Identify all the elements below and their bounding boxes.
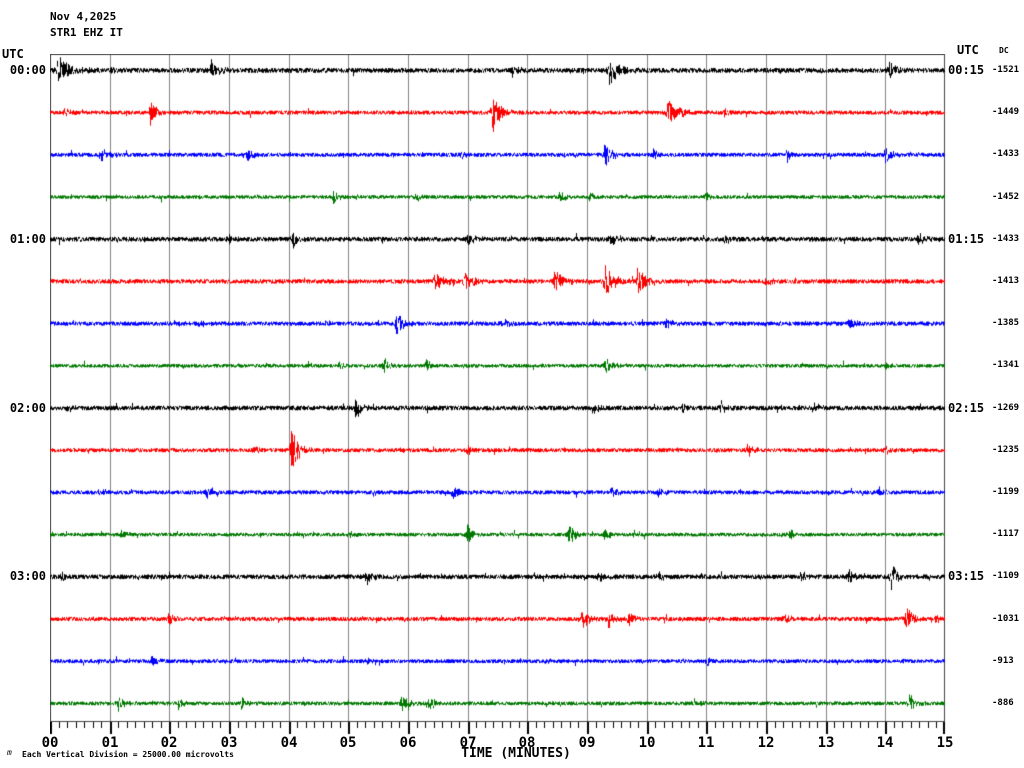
page-title-date: Nov 4,2025 [50,10,117,23]
x-tick-label: 13 [817,735,835,751]
dc-value: -1031 [992,614,1020,624]
page-title-station: STR1 EHZ IT [50,26,123,39]
hour-label-left: 03:00 [9,569,46,583]
x-tick-label: 11 [697,735,715,751]
dc-value: -1452 [992,192,1020,202]
x-axis-title: TIME (MINUTES) [461,746,571,761]
dc-value: -1433 [992,234,1020,244]
hour-label-right: 00:15 [948,63,985,77]
x-tick-label: 15 [936,735,954,751]
dc-value: -1117 [992,529,1020,539]
x-tick-label: 12 [757,735,775,751]
dc-value: -1235 [992,445,1020,455]
dc-value: -1269 [992,403,1020,413]
hour-label-left: 02:00 [9,401,46,415]
dc-value: -1385 [992,318,1020,328]
utc-header-left: UTC [2,47,24,61]
x-tick-label: 06 [399,735,417,751]
watermark-mark: m [7,748,12,757]
scale-note: Each Vertical Division = 25000.00 microv… [22,750,234,759]
hour-label-right: 03:15 [948,569,985,583]
x-tick-label: 03 [220,735,238,751]
dc-value: -1449 [992,107,1020,117]
dc-value: -1413 [992,276,1020,286]
dc-value: -1109 [992,571,1020,581]
x-tick-label: 05 [339,735,357,751]
hour-label-right: 02:15 [948,401,985,415]
dc-value: -913 [992,656,1014,666]
dc-value: -1199 [992,487,1020,497]
seismogram-plot-canvas [50,54,946,750]
x-tick-label: 04 [280,735,298,751]
x-tick-label: 01 [101,735,119,751]
dc-header: DC [999,46,1009,55]
x-tick-label: 08 [518,735,536,751]
x-tick-label: 00 [41,735,59,751]
dc-value: -1433 [992,149,1020,159]
x-tick-label: 10 [638,735,656,751]
x-tick-label: 07 [459,735,477,751]
x-tick-label: 02 [160,735,178,751]
dc-value: -886 [992,698,1014,708]
utc-header-right: UTC [957,43,979,57]
hour-label-left: 00:00 [9,63,46,77]
x-tick-label: 09 [578,735,596,751]
dc-value: -1341 [992,360,1020,370]
hour-label-left: 01:00 [9,232,46,246]
x-tick-label: 14 [876,735,894,751]
hour-label-right: 01:15 [948,232,985,246]
dc-value: -1521 [992,65,1020,75]
